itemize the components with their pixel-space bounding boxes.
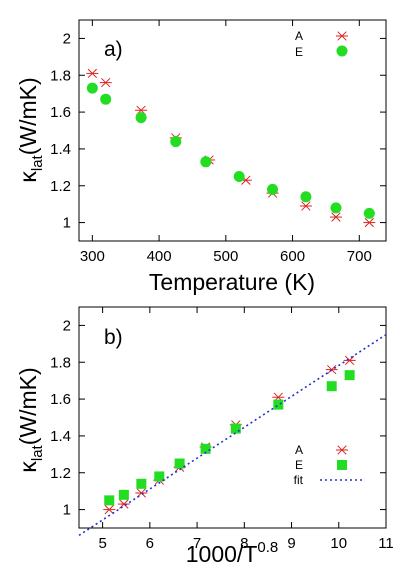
chart-b-panel-label: b) (104, 326, 123, 349)
y-tick-label: 1.4 (50, 428, 71, 445)
x-tick-label: 700 (347, 248, 372, 265)
x-tick-label: 400 (147, 248, 172, 265)
chart-a: 300 400 500 600 700 1 1.2 1.4 1.6 1.8 2 a) A E Tem… (15, 19, 387, 295)
b-series-e-point (200, 443, 211, 454)
a-series-a-point (86, 68, 99, 79)
y-tick-label: 1.8 (50, 67, 71, 84)
b-series-a-point (325, 364, 338, 375)
b-series-e-point (174, 458, 185, 469)
a-series-e-point (363, 207, 375, 219)
b-series-e-point (344, 370, 355, 381)
b-series-e-point (104, 495, 115, 506)
b-series-e-point (230, 423, 241, 434)
a-series-e-point (200, 156, 212, 168)
y-tick-label: 1.2 (50, 178, 71, 195)
legend-a-marker (336, 31, 348, 41)
a-series-e-point (135, 112, 147, 124)
a-series-a-point (363, 217, 376, 228)
a-series-e-point (86, 82, 98, 94)
x-tick-label: 8 (240, 535, 248, 552)
chart-b-xlabel-sup: 0.8 (257, 539, 278, 556)
chart-a-ylabel-rest: (W/mK) (15, 77, 41, 155)
chart-b-ylabel: κlat(W/mK) (15, 367, 46, 472)
y-tick-label: 1 (63, 502, 71, 519)
legend-b-label-e: E (295, 458, 303, 472)
legend-e-marker (336, 45, 348, 57)
a-series-a-point (329, 212, 342, 222)
chart-a-legend-marks (336, 31, 348, 57)
chart-a-panel-label: a) (104, 38, 123, 61)
chart-a-frame (78, 19, 387, 242)
b-series-e-point (154, 471, 165, 482)
b-series-e-point (136, 478, 147, 489)
chart-a-xlabel: Temperature (K) (149, 269, 315, 295)
x-tick-label: 6 (146, 535, 154, 552)
b-series-e-point (118, 489, 129, 500)
chart-b-legend: A E fit (294, 443, 364, 487)
x-tick-label: 300 (80, 248, 105, 265)
x-tick-label: 11 (378, 535, 394, 552)
legend-a-marker (336, 445, 348, 455)
chart-b-xlabel: 1000/T0.8 (186, 539, 278, 567)
chart-a-legend: A E (295, 29, 348, 59)
x-tick-label: 9 (287, 535, 295, 552)
legend-b-label-fit: fit (294, 473, 304, 487)
chart-a-ylabel-sub: lat (29, 154, 46, 171)
y-tick-label: 1.6 (50, 391, 71, 408)
legend-e-marker (337, 460, 347, 470)
b-series-a-point (343, 355, 356, 366)
x-tick-label: 7 (193, 535, 201, 552)
legend-a-label-e: E (295, 45, 303, 59)
x-tick-label: 5 (98, 535, 106, 552)
chart-b-ylabel-sub: lat (29, 444, 46, 461)
chart-b-ylabel-rest: (W/mK) (15, 367, 41, 445)
y-tick-label: 2 (63, 30, 71, 47)
chart-b-marks (78, 333, 387, 537)
a-series-e-point (233, 171, 245, 183)
a-series-e-point (300, 191, 312, 203)
b-series-e-point (273, 399, 284, 410)
y-tick-label: 1.2 (50, 465, 71, 482)
chart-a-ylabel-kappa: κ (15, 171, 41, 183)
a-series-a-point (99, 77, 112, 88)
y-tick-label: 1 (63, 215, 71, 232)
a-series-e-point (100, 93, 112, 105)
y-tick-label: 2 (63, 317, 71, 334)
chart-b-xlabel-main: 1000/T (186, 541, 258, 567)
x-tick-label: 600 (280, 248, 305, 265)
a-series-a-point (299, 201, 312, 211)
a-series-e-point (170, 136, 182, 148)
y-tick-label: 1.4 (50, 141, 71, 158)
chart-a-ticks: 300 400 500 600 700 1 1.2 1.4 1.6 1.8 2 (50, 20, 386, 265)
chart-b-legend-marks (320, 445, 364, 481)
b-series-a-point (103, 504, 116, 515)
y-tick-label: 1.8 (50, 354, 71, 371)
chart-b-ylabel-kappa: κ (15, 461, 41, 473)
x-tick-label: 10 (330, 535, 347, 552)
b-series-a-point (117, 499, 130, 509)
b-series-a-point (135, 488, 148, 498)
legend-b-label-a: A (295, 443, 303, 457)
chart-b-frame (78, 306, 387, 529)
legend-a-label-a: A (295, 29, 303, 43)
b-series-fit-line (78, 333, 387, 537)
a-series-e-point (267, 183, 279, 195)
chart-a-marks (86, 68, 376, 228)
x-tick-label: 500 (213, 248, 238, 265)
chart-a-ylabel: κlat(W/mK) (15, 77, 46, 182)
y-tick-label: 1.6 (50, 104, 71, 121)
b-series-e-point (326, 381, 337, 392)
a-series-e-point (330, 202, 342, 214)
